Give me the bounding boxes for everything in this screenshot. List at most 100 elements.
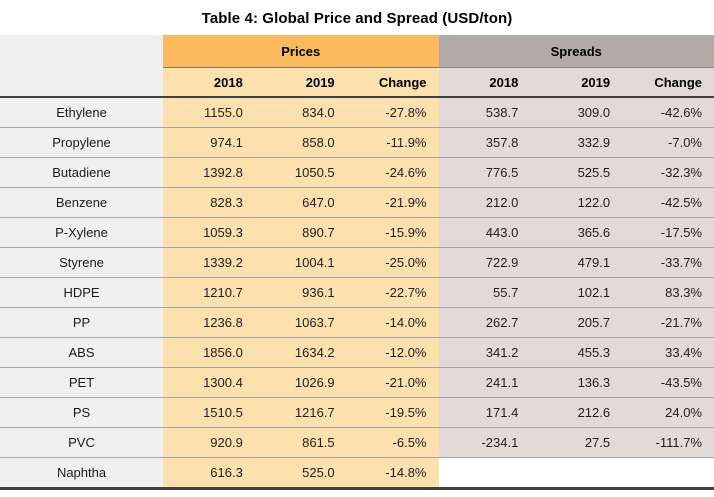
- table-row: Benzene 828.3 647.0 -21.9% 212.0 122.0 -42.5%: [0, 187, 714, 218]
- spread-value-cell: 332.9: [530, 127, 623, 158]
- price-value-cell: 974.1: [163, 127, 255, 158]
- price-value-cell: 1050.5: [254, 157, 347, 188]
- table-row: PET 1300.4 1026.9 -21.0% 241.1 136.3 -43.5%: [0, 367, 714, 398]
- price-value-cell: -21.9%: [346, 187, 439, 218]
- spread-value-cell: 122.0: [530, 187, 623, 218]
- prices-group-header: Prices: [163, 35, 439, 68]
- spread-value-cell: 205.7: [530, 307, 623, 338]
- spread-value-cell: 538.7: [438, 97, 531, 128]
- spread-value-cell: 455.3: [530, 337, 623, 368]
- table-row: PP 1236.8 1063.7 -14.0% 262.7 205.7 -21.7%: [0, 307, 714, 338]
- row-label: Naphtha: [0, 457, 164, 489]
- price-value-cell: 1059.3: [163, 217, 255, 248]
- spreads-group-header: Spreads: [438, 35, 714, 68]
- source-note: Source: Bloomberg, Krungsri Research: [0, 490, 714, 497]
- spread-value-cell: 27.5: [530, 427, 623, 458]
- price-value-cell: -12.0%: [346, 337, 439, 368]
- spread-value-cell: 241.1: [438, 367, 531, 398]
- spread-value-cell: 525.5: [530, 157, 623, 188]
- row-label: ABS: [0, 337, 164, 368]
- table-row: Propylene 974.1 858.0 -11.9% 357.8 332.9 -7.0%: [0, 127, 714, 158]
- table-title: Table 4: Global Price and Spread (USD/to…: [201, 10, 513, 27]
- spread-value-cell: 171.4: [438, 397, 531, 428]
- row-label: Styrene: [0, 247, 164, 278]
- table-body: Ethylene 1155.0 834.0 -27.8% 538.7 309.0 -42.6…: [0, 97, 714, 489]
- row-label: PP: [0, 307, 164, 338]
- spread-value-cell: 102.1: [530, 277, 623, 308]
- price-value-cell: -27.8%: [346, 97, 439, 128]
- row-label: PS: [0, 397, 164, 428]
- price-value-cell: 1856.0: [163, 337, 255, 368]
- prices-col-2018: 2018: [163, 67, 255, 98]
- spread-value-cell: 309.0: [530, 97, 623, 128]
- spread-value-cell: 443.0: [438, 217, 531, 248]
- price-value-cell: 1026.9: [254, 367, 347, 398]
- spreads-col-2019: 2019: [530, 67, 623, 98]
- spread-value-cell: -42.6%: [622, 97, 714, 128]
- price-value-cell: 616.3: [163, 457, 255, 489]
- table-row: PVC 920.9 861.5 -6.5% -234.1 27.5 -111.7%: [0, 427, 714, 458]
- price-value-cell: 1210.7: [163, 277, 255, 308]
- row-label: Butadiene: [0, 157, 164, 188]
- price-value-cell: -14.8%: [346, 457, 439, 489]
- spreads-col-2018: 2018: [438, 67, 531, 98]
- spread-value-cell: 722.9: [438, 247, 531, 278]
- spread-value-cell: -42.5%: [622, 187, 714, 218]
- price-value-cell: 1634.2: [254, 337, 347, 368]
- price-value-cell: 861.5: [254, 427, 347, 458]
- price-value-cell: 890.7: [254, 217, 347, 248]
- spread-value-cell: -32.3%: [622, 157, 714, 188]
- table-row: ABS 1856.0 1634.2 -12.0% 341.2 455.3 33.4%: [0, 337, 714, 368]
- price-value-cell: 1392.8: [163, 157, 255, 188]
- spreads-col-change: Change: [622, 67, 714, 98]
- corner-cell: [0, 35, 164, 98]
- prices-col-2019: 2019: [254, 67, 347, 98]
- row-label: P-Xylene: [0, 217, 164, 248]
- spread-value-cell: 212.6: [530, 397, 623, 428]
- spread-value-cell: [530, 457, 623, 489]
- row-label: Ethylene: [0, 97, 164, 128]
- sub-header-row: 2018 2019 Change 2018 2019 Change: [0, 67, 714, 98]
- table-header: Prices Spreads 2018 2019 Change 2018 201…: [0, 35, 714, 98]
- price-value-cell: 647.0: [254, 187, 347, 218]
- price-value-cell: -24.6%: [346, 157, 439, 188]
- price-value-cell: 920.9: [163, 427, 255, 458]
- price-value-cell: 828.3: [163, 187, 255, 218]
- spread-value-cell: -21.7%: [622, 307, 714, 338]
- row-label: HDPE: [0, 277, 164, 308]
- price-value-cell: 525.0: [254, 457, 347, 489]
- price-value-cell: -19.5%: [346, 397, 439, 428]
- price-value-cell: 1063.7: [254, 307, 347, 338]
- spread-value-cell: 55.7: [438, 277, 531, 308]
- price-value-cell: 936.1: [254, 277, 347, 308]
- spread-value-cell: -7.0%: [622, 127, 714, 158]
- price-value-cell: 834.0: [254, 97, 347, 128]
- table-row: Naphtha 616.3 525.0 -14.8%: [0, 457, 714, 489]
- spread-value-cell: 33.4%: [622, 337, 714, 368]
- spread-value-cell: 136.3: [530, 367, 623, 398]
- price-value-cell: 1510.5: [163, 397, 255, 428]
- price-value-cell: -6.5%: [346, 427, 439, 458]
- spread-value-cell: 776.5: [438, 157, 531, 188]
- spread-value-cell: 479.1: [530, 247, 623, 278]
- price-value-cell: 1300.4: [163, 367, 255, 398]
- price-value-cell: 1155.0: [163, 97, 255, 128]
- price-value-cell: -21.0%: [346, 367, 439, 398]
- price-value-cell: 858.0: [254, 127, 347, 158]
- group-header-row: Prices Spreads: [0, 35, 714, 98]
- spread-value-cell: -17.5%: [622, 217, 714, 248]
- price-value-cell: -14.0%: [346, 307, 439, 338]
- table-row: Styrene 1339.2 1004.1 -25.0% 722.9 479.1 -33.7…: [0, 247, 714, 278]
- table-row: Butadiene 1392.8 1050.5 -24.6% 776.5 525.5 -32…: [0, 157, 714, 188]
- price-value-cell: -25.0%: [346, 247, 439, 278]
- table-row: PS 1510.5 1216.7 -19.5% 171.4 212.6 24.0%: [0, 397, 714, 428]
- spread-value-cell: 83.3%: [622, 277, 714, 308]
- table-row: P-Xylene 1059.3 890.7 -15.9% 443.0 365.6 -17.5…: [0, 217, 714, 248]
- prices-col-change: Change: [346, 67, 439, 98]
- row-label: Propylene: [0, 127, 164, 158]
- spread-value-cell: -111.7%: [622, 427, 714, 458]
- price-value-cell: 1216.7: [254, 397, 347, 428]
- table-row: Ethylene 1155.0 834.0 -27.8% 538.7 309.0 -42.6…: [0, 97, 714, 128]
- row-label: Benzene: [0, 187, 164, 218]
